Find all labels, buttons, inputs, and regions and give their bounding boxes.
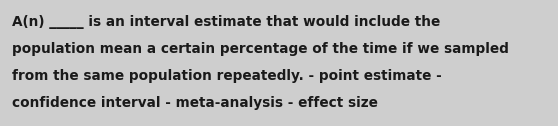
Text: from the same population repeatedly. - point estimate -: from the same population repeatedly. - p… xyxy=(12,69,442,83)
Text: A(n) _____ is an interval estimate that would include the: A(n) _____ is an interval estimate that … xyxy=(12,15,440,29)
Text: confidence interval - meta-analysis - effect size: confidence interval - meta-analysis - ef… xyxy=(12,96,378,110)
Text: population mean a certain percentage of the time if we sampled: population mean a certain percentage of … xyxy=(12,42,509,56)
